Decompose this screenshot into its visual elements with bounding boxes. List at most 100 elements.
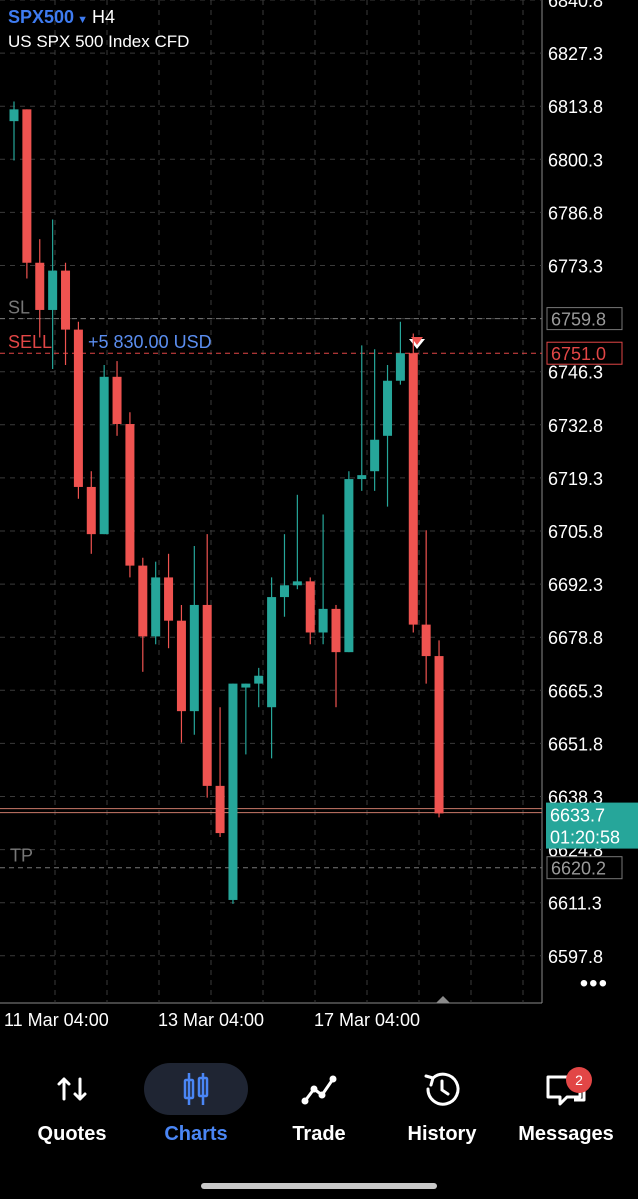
candle-body: [73, 329, 83, 487]
symbol-dropdown-icon[interactable]: ▼: [77, 14, 88, 26]
candle: [189, 545, 199, 735]
instrument-name: US SPX 500 Index CFD: [8, 32, 190, 51]
candle-body: [292, 581, 302, 586]
sl-price-box: [546, 307, 623, 331]
candle: [254, 667, 264, 708]
chart-grid: [0, 0, 543, 1004]
candle-body: [22, 109, 32, 263]
tp-price-label: 6620.2: [551, 859, 606, 879]
candle: [267, 577, 277, 759]
sell-price-label: 6751.0: [551, 344, 606, 364]
candles: [9, 101, 444, 904]
price-tick-label: 6611.3: [548, 894, 602, 914]
candle: [395, 321, 405, 385]
trade-line-icon: [301, 1075, 337, 1105]
candle-body: [125, 424, 135, 566]
candle-body: [267, 597, 277, 708]
candle-body: [331, 608, 341, 653]
price-tick-label: 6692.3: [548, 575, 603, 595]
chart-header[interactable]: SPX500 ▼ H4 US SPX 500 Index CFD: [8, 6, 189, 53]
candle: [125, 412, 135, 578]
candle: [357, 345, 367, 491]
time-tick-label: 13 Mar 04:00: [158, 1010, 264, 1030]
price-axis: 6840.8 6827.3 6813.8 6800.3 6786.8 6773.3 6759…: [546, 0, 638, 967]
candle: [279, 534, 289, 617]
candle: [202, 534, 212, 798]
history-clock-icon: [424, 1072, 460, 1106]
candle: [344, 471, 354, 653]
quotes-arrows-icon: [57, 1077, 87, 1101]
candle: [292, 494, 302, 590]
timeframe-label[interactable]: H4: [91, 7, 115, 27]
bottom-navigation: Quotes Charts Trade History Mess: [0, 1055, 638, 1165]
messages-badge: 2: [566, 1067, 592, 1093]
nav-label: History: [407, 1123, 477, 1145]
price-tick-label: 6732.8: [548, 416, 603, 436]
candle-body: [99, 376, 109, 535]
candle-body: [241, 683, 251, 688]
candle: [241, 683, 251, 755]
price-tick-label: 6827.3: [548, 44, 603, 64]
candle-body: [421, 624, 431, 657]
sl-price-label: 6759.8: [551, 310, 606, 330]
candle: [421, 530, 431, 684]
scroll-marker-icon: [436, 996, 450, 1003]
candle: [164, 553, 174, 649]
candle: [383, 365, 393, 507]
nav-history[interactable]: History: [380, 1055, 504, 1155]
price-tick-label: 6678.8: [548, 628, 603, 648]
candle-body: [35, 262, 45, 310]
candle-body: [383, 380, 393, 436]
candle: [331, 604, 341, 708]
candle: [86, 471, 96, 554]
order-lines: SL SELL +5 830.00 USD TP: [0, 298, 542, 869]
candle: [408, 333, 418, 633]
price-tick-label: 6597.8: [548, 947, 603, 967]
candle: [176, 604, 186, 743]
active-tab-highlight: [144, 1063, 248, 1115]
candle-body: [434, 656, 444, 814]
candle: [318, 514, 328, 645]
candle-body: [305, 581, 315, 633]
tp-price-box: [546, 856, 623, 880]
candle: [99, 365, 109, 535]
candle-body: [176, 620, 186, 712]
price-chart[interactable]: SL SELL +5 830.00 USD TP 6840.8 6827.3 6813.8…: [0, 0, 638, 1040]
nav-label: Charts: [164, 1123, 228, 1145]
more-options-icon[interactable]: •••: [579, 970, 608, 997]
price-tick-label: 6719.3: [548, 469, 603, 489]
nav-charts[interactable]: Charts: [134, 1055, 258, 1155]
current-price-box: [546, 802, 638, 849]
nav-messages[interactable]: Messages: [504, 1055, 628, 1155]
home-indicator[interactable]: [201, 1183, 437, 1189]
time-axis: 11 Mar 04:00 13 Mar 04:00 17 Mar 04:00: [4, 996, 450, 1030]
candle-body: [164, 577, 174, 621]
tp-label: TP: [10, 846, 33, 866]
candle: [215, 707, 225, 838]
candle-body: [408, 353, 418, 625]
candle: [73, 321, 83, 499]
candle-body: [228, 683, 238, 900]
time-tick-label: 11 Mar 04:00: [4, 1010, 109, 1030]
candle: [151, 561, 161, 645]
price-tick-label: 6813.8: [548, 97, 603, 117]
symbol-label[interactable]: SPX500: [8, 7, 75, 27]
nav-quotes[interactable]: Quotes: [10, 1055, 134, 1155]
candle-body: [318, 608, 328, 633]
candle: [48, 219, 58, 369]
nav-trade[interactable]: Trade: [257, 1055, 381, 1155]
candle-body: [151, 577, 161, 637]
nav-label: Quotes: [37, 1123, 107, 1145]
price-tick-label: 6746.3: [548, 363, 603, 383]
candle: [138, 557, 148, 672]
current-price-label: 6633.7: [550, 806, 605, 826]
sell-price-box: [546, 341, 623, 365]
time-tick-label: 17 Mar 04:00: [314, 1010, 420, 1030]
candle: [61, 262, 71, 366]
candle-body: [48, 270, 58, 310]
sell-label: SELL: [8, 332, 52, 352]
candle-body: [254, 675, 264, 684]
candle: [434, 640, 444, 818]
candle-body: [86, 486, 96, 535]
countdown-label: 01:20:58: [550, 828, 620, 848]
